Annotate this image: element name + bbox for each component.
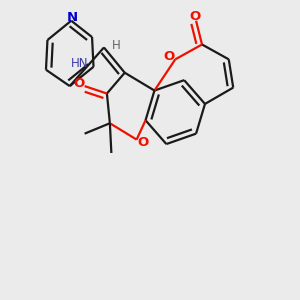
Text: O: O [189, 10, 200, 23]
Text: H: H [111, 40, 120, 52]
Text: O: O [164, 50, 175, 64]
Text: O: O [137, 136, 148, 149]
Text: HN: HN [71, 57, 88, 70]
Text: N: N [67, 11, 78, 24]
Text: O: O [73, 76, 84, 90]
